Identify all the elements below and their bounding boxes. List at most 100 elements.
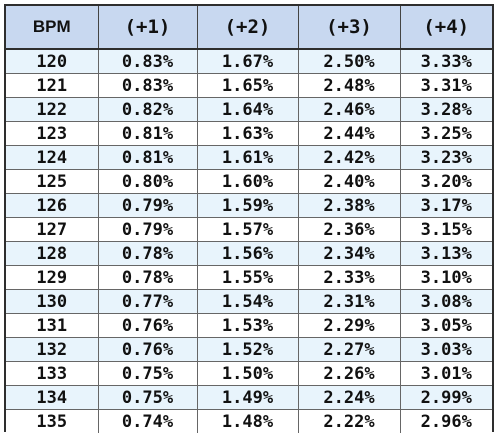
plus-2-cell: 1.61%: [197, 145, 299, 170]
plus-3-cell: 2.48%: [298, 73, 401, 98]
bpm-cell: 125: [6, 169, 99, 194]
plus-3-cell: 2.40%: [298, 169, 401, 194]
plus-1-cell: 0.79%: [98, 217, 198, 242]
plus-2-cell: 1.53%: [197, 313, 299, 338]
table-row: 127 0.79% 1.57% 2.36% 3.15%: [6, 217, 492, 242]
plus-4-cell: 3.08%: [400, 289, 492, 314]
plus-3-cell: 2.50%: [298, 49, 401, 74]
plus-4-cell: 2.99%: [400, 385, 492, 410]
header-plus-4: (+4): [400, 6, 492, 50]
plus-1-cell: 0.80%: [98, 169, 198, 194]
plus-2-cell: 1.67%: [197, 49, 299, 74]
plus-1-cell: 0.82%: [98, 97, 198, 122]
bpm-cell: 121: [6, 73, 99, 98]
bpm-cell: 120: [6, 49, 99, 74]
plus-3-cell: 2.31%: [298, 289, 401, 314]
plus-2-cell: 1.48%: [197, 409, 299, 433]
table-row: 131 0.76% 1.53% 2.29% 3.05%: [6, 313, 492, 338]
plus-4-cell: 3.33%: [400, 49, 492, 74]
plus-1-cell: 0.78%: [98, 241, 198, 266]
bpm-percentage-table-container: BPM (+1) (+2) (+3) (+4) 120 0.83% 1.67% 2.5…: [4, 4, 494, 433]
bpm-cell: 133: [6, 361, 99, 386]
plus-2-cell: 1.60%: [197, 169, 299, 194]
plus-1-cell: 0.83%: [98, 49, 198, 74]
plus-3-cell: 2.42%: [298, 145, 401, 170]
plus-4-cell: 3.17%: [400, 193, 492, 218]
plus-4-cell: 2.96%: [400, 409, 492, 433]
plus-1-cell: 0.76%: [98, 337, 198, 362]
plus-4-cell: 3.13%: [400, 241, 492, 266]
plus-4-cell: 3.15%: [400, 217, 492, 242]
table-row: 122 0.82% 1.64% 2.46% 3.28%: [6, 97, 492, 122]
plus-3-cell: 2.22%: [298, 409, 401, 433]
plus-2-cell: 1.54%: [197, 289, 299, 314]
bpm-cell: 132: [6, 337, 99, 362]
plus-3-cell: 2.26%: [298, 361, 401, 386]
plus-2-cell: 1.57%: [197, 217, 299, 242]
plus-1-cell: 0.81%: [98, 121, 198, 146]
plus-1-cell: 0.75%: [98, 385, 198, 410]
plus-1-cell: 0.79%: [98, 193, 198, 218]
bpm-cell: 123: [6, 121, 99, 146]
bpm-cell: 127: [6, 217, 99, 242]
plus-1-cell: 0.78%: [98, 265, 198, 290]
header-plus-1: (+1): [98, 6, 198, 50]
plus-2-cell: 1.56%: [197, 241, 299, 266]
table-row: 133 0.75% 1.50% 2.26% 3.01%: [6, 361, 492, 386]
plus-2-cell: 1.65%: [197, 73, 299, 98]
plus-3-cell: 2.29%: [298, 313, 401, 338]
plus-3-cell: 2.44%: [298, 121, 401, 146]
plus-3-cell: 2.34%: [298, 241, 401, 266]
plus-2-cell: 1.59%: [197, 193, 299, 218]
plus-4-cell: 3.01%: [400, 361, 492, 386]
plus-1-cell: 0.76%: [98, 313, 198, 338]
table-row: 121 0.83% 1.65% 2.48% 3.31%: [6, 73, 492, 98]
bpm-cell: 126: [6, 193, 99, 218]
plus-1-cell: 0.81%: [98, 145, 198, 170]
plus-4-cell: 3.10%: [400, 265, 492, 290]
bpm-percentage-table: BPM (+1) (+2) (+3) (+4) 120 0.83% 1.67% 2.5…: [6, 6, 492, 433]
header-row: BPM (+1) (+2) (+3) (+4): [6, 6, 492, 50]
plus-2-cell: 1.52%: [197, 337, 299, 362]
table-row: 126 0.79% 1.59% 2.38% 3.17%: [6, 193, 492, 218]
plus-4-cell: 3.28%: [400, 97, 492, 122]
plus-2-cell: 1.50%: [197, 361, 299, 386]
bpm-cell: 130: [6, 289, 99, 314]
plus-3-cell: 2.46%: [298, 97, 401, 122]
bpm-cell: 122: [6, 97, 99, 122]
plus-3-cell: 2.27%: [298, 337, 401, 362]
bpm-cell: 129: [6, 265, 99, 290]
plus-2-cell: 1.63%: [197, 121, 299, 146]
plus-1-cell: 0.77%: [98, 289, 198, 314]
table-row: 128 0.78% 1.56% 2.34% 3.13%: [6, 241, 492, 266]
bpm-cell: 134: [6, 385, 99, 410]
header-plus-3: (+3): [298, 6, 401, 50]
table-row: 123 0.81% 1.63% 2.44% 3.25%: [6, 121, 492, 146]
table-row: 130 0.77% 1.54% 2.31% 3.08%: [6, 289, 492, 314]
plus-3-cell: 2.33%: [298, 265, 401, 290]
table-row: 125 0.80% 1.60% 2.40% 3.20%: [6, 169, 492, 194]
table-body: 120 0.83% 1.67% 2.50% 3.33% 121 0.83% 1.65% 2.48…: [6, 49, 492, 433]
table-row: 129 0.78% 1.55% 2.33% 3.10%: [6, 265, 492, 290]
plus-4-cell: 3.03%: [400, 337, 492, 362]
plus-3-cell: 2.24%: [298, 385, 401, 410]
table-row: 124 0.81% 1.61% 2.42% 3.23%: [6, 145, 492, 170]
table-row: 120 0.83% 1.67% 2.50% 3.33%: [6, 49, 492, 74]
table-row: 132 0.76% 1.52% 2.27% 3.03%: [6, 337, 492, 362]
plus-3-cell: 2.36%: [298, 217, 401, 242]
bpm-cell: 135: [6, 409, 99, 433]
plus-2-cell: 1.64%: [197, 97, 299, 122]
header-bpm: BPM: [6, 6, 99, 50]
bpm-cell: 124: [6, 145, 99, 170]
plus-3-cell: 2.38%: [298, 193, 401, 218]
plus-2-cell: 1.55%: [197, 265, 299, 290]
plus-1-cell: 0.74%: [98, 409, 198, 433]
bpm-cell: 131: [6, 313, 99, 338]
plus-4-cell: 3.25%: [400, 121, 492, 146]
plus-1-cell: 0.75%: [98, 361, 198, 386]
table-row: 135 0.74% 1.48% 2.22% 2.96%: [6, 409, 492, 433]
table-row: 134 0.75% 1.49% 2.24% 2.99%: [6, 385, 492, 410]
header-plus-2: (+2): [197, 6, 299, 50]
plus-4-cell: 3.05%: [400, 313, 492, 338]
plus-4-cell: 3.31%: [400, 73, 492, 98]
